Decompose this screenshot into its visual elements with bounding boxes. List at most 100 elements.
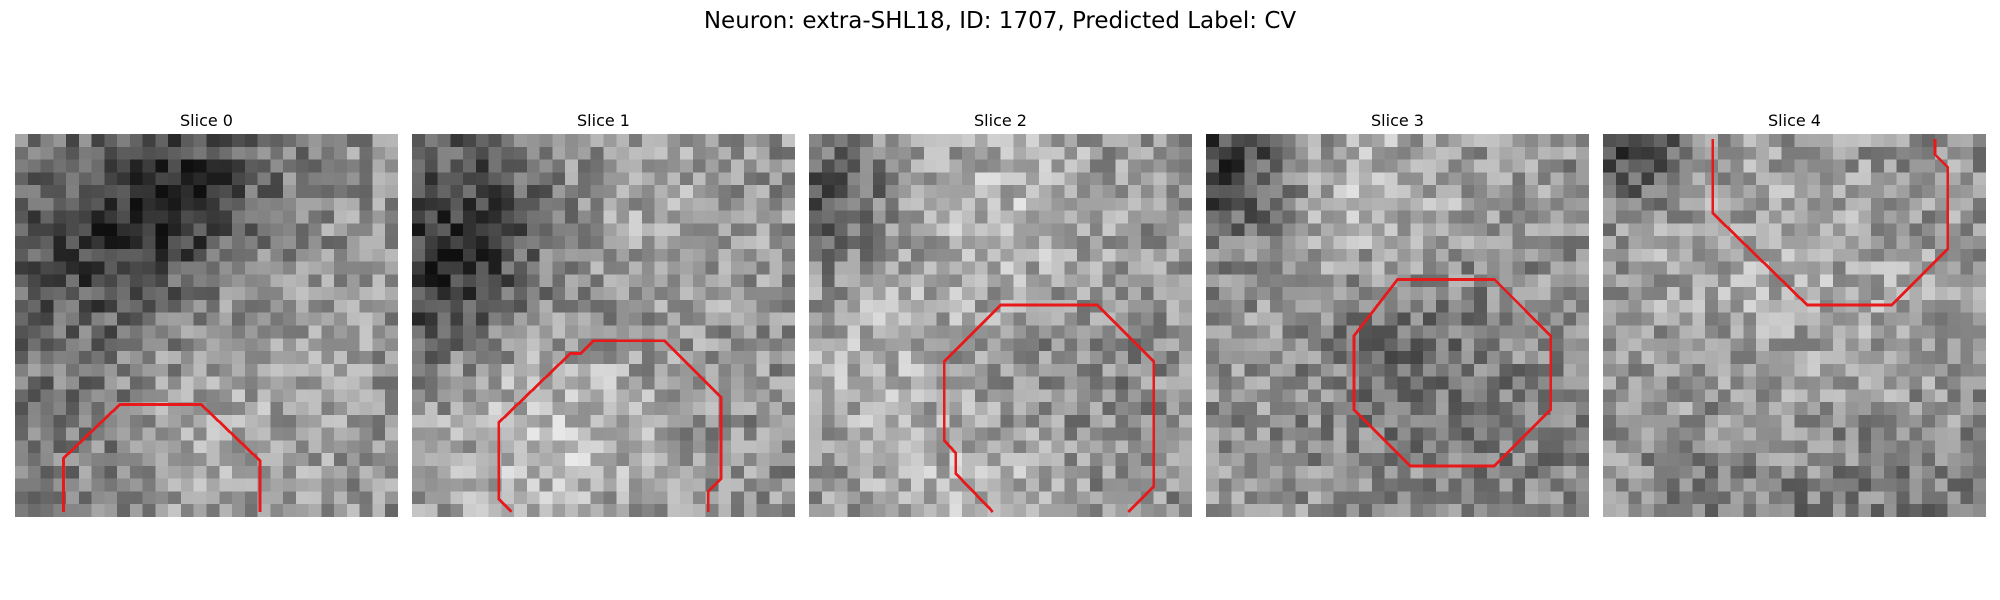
- pixel: [1871, 134, 1885, 148]
- pixel: [1973, 491, 1986, 505]
- pixel: [193, 185, 207, 199]
- pixel: [987, 389, 1001, 403]
- pixel: [463, 312, 477, 326]
- pixel: [1947, 504, 1961, 517]
- pixel: [1115, 504, 1129, 517]
- pixel: [1794, 376, 1808, 390]
- pixel: [168, 453, 182, 467]
- pixel: [475, 197, 489, 211]
- pixel: [692, 159, 706, 173]
- pixel: [1179, 478, 1192, 492]
- pixel: [155, 223, 169, 237]
- pixel: [1603, 287, 1617, 301]
- pixel: [1550, 248, 1564, 262]
- pixel: [257, 363, 271, 377]
- pixel: [1603, 504, 1617, 517]
- pixel: [193, 453, 207, 467]
- pixel: [718, 478, 732, 492]
- pixel: [1883, 274, 1897, 288]
- pixel: [1512, 504, 1526, 517]
- pixel: [1537, 325, 1551, 339]
- pixel: [911, 376, 925, 390]
- pixel: [1717, 389, 1731, 403]
- pixel: [1435, 299, 1449, 313]
- pixel: [244, 478, 258, 492]
- pixel: [1308, 414, 1322, 428]
- pixel: [1423, 159, 1437, 173]
- pixel: [53, 274, 67, 288]
- pixel: [1909, 197, 1923, 211]
- pixel: [680, 197, 694, 211]
- pixel: [974, 223, 988, 237]
- pixel: [1871, 299, 1885, 313]
- pixel: [359, 248, 373, 262]
- pixel: [1654, 274, 1668, 288]
- pixel: [1499, 261, 1513, 275]
- pixel: [1756, 376, 1770, 390]
- pixel: [168, 210, 182, 224]
- pixel: [1499, 427, 1513, 441]
- pixel: [1512, 274, 1526, 288]
- pixel: [1845, 134, 1859, 148]
- pixel: [1628, 223, 1642, 237]
- pixel: [1244, 465, 1258, 479]
- pixel: [424, 440, 438, 454]
- pixel: [1820, 440, 1834, 454]
- pixel: [834, 325, 848, 339]
- pixel: [1641, 172, 1655, 186]
- pixel: [1140, 325, 1154, 339]
- pixel: [1128, 274, 1142, 288]
- slice-image-4: [1603, 134, 1986, 517]
- pixel: [1743, 185, 1757, 199]
- pixel: [1295, 325, 1309, 339]
- pixel: [1244, 402, 1258, 416]
- pixel: [680, 478, 694, 492]
- pixel: [1654, 223, 1668, 237]
- pixel: [1320, 159, 1334, 173]
- pixel: [616, 146, 630, 160]
- pixel: [295, 389, 309, 403]
- pixel: [847, 427, 861, 441]
- pixel: [1896, 134, 1910, 148]
- pixel: [1883, 414, 1897, 428]
- pixel: [1525, 261, 1539, 275]
- pixel: [129, 376, 143, 390]
- pixel: [834, 299, 848, 313]
- pixel: [1218, 261, 1232, 275]
- pixel: [1051, 197, 1065, 211]
- pixel: [15, 325, 29, 339]
- pixel: [590, 504, 604, 517]
- pixel: [53, 287, 67, 301]
- pixel: [66, 414, 80, 428]
- pixel: [257, 172, 271, 186]
- pixel: [949, 478, 963, 492]
- pixel: [552, 478, 566, 492]
- pixel: [1628, 210, 1642, 224]
- pixel: [1308, 504, 1322, 517]
- pixel: [1474, 210, 1488, 224]
- pixel: [1244, 478, 1258, 492]
- pixel: [1308, 389, 1322, 403]
- pixel: [616, 312, 630, 326]
- pixel: [1077, 478, 1091, 492]
- pixel: [1231, 504, 1245, 517]
- pixel: [1269, 261, 1283, 275]
- pixel: [270, 159, 284, 173]
- pixel: [1295, 274, 1309, 288]
- pixel: [949, 197, 963, 211]
- pixel: [1947, 312, 1961, 326]
- pixel: [1384, 465, 1398, 479]
- pixel: [1679, 312, 1693, 326]
- pixel: [206, 146, 220, 160]
- pixel: [1794, 491, 1808, 505]
- pixel: [1308, 465, 1322, 479]
- pixel: [1295, 197, 1309, 211]
- pixel: [629, 504, 643, 517]
- pixel: [1922, 453, 1936, 467]
- pixel: [1947, 210, 1961, 224]
- pixel: [206, 236, 220, 250]
- pixel: [155, 134, 169, 148]
- pixel: [1448, 248, 1462, 262]
- pixel: [565, 210, 579, 224]
- pixel: [1973, 159, 1986, 173]
